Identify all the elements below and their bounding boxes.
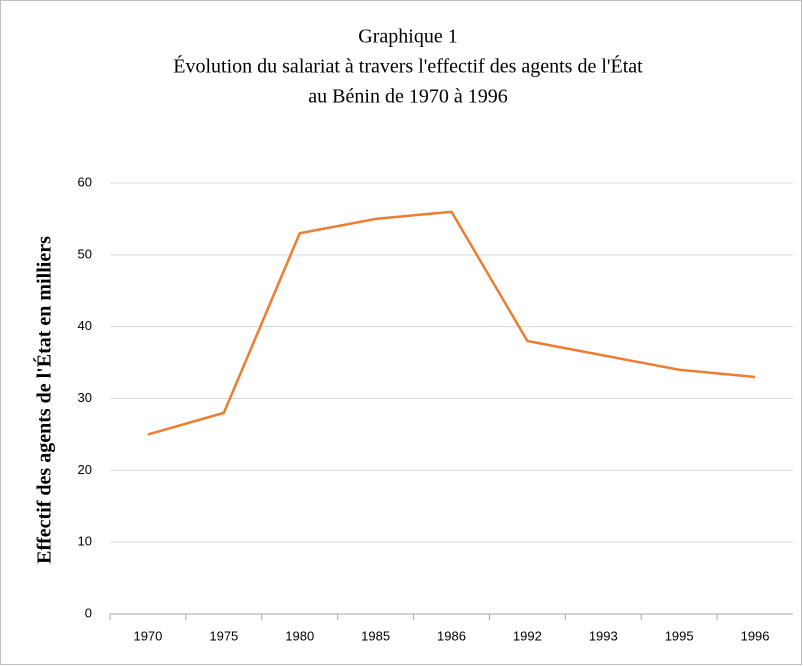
chart-title: Graphique 1 bbox=[358, 26, 457, 48]
line bbox=[147, 210, 756, 436]
y-tick-label: 20 bbox=[78, 462, 92, 477]
y-tick-label: 50 bbox=[78, 246, 92, 261]
x-tick-label: 1980 bbox=[285, 628, 314, 643]
y-tick-label: 60 bbox=[78, 174, 92, 189]
chart-title: au Bénin de 1970 à 1996 bbox=[308, 86, 507, 108]
x-tick-label: 1970 bbox=[133, 628, 162, 643]
x-tick-label: 1995 bbox=[665, 628, 694, 643]
x-tick-label: 1993 bbox=[589, 628, 618, 643]
x-tick-label: 1992 bbox=[513, 628, 542, 643]
y-tick-label: 10 bbox=[78, 534, 92, 549]
y-tick-label: 0 bbox=[85, 605, 92, 620]
x-tick-label: 1996 bbox=[741, 628, 770, 643]
chart-title: Évolution du salariat à travers l'effect… bbox=[173, 55, 643, 78]
y-tick-label: 30 bbox=[78, 390, 92, 405]
y-axis-label: Effectif des agents de l'État en millier… bbox=[33, 236, 56, 564]
y-tick-label: 40 bbox=[78, 318, 92, 333]
x-tick-label: 1975 bbox=[209, 628, 238, 643]
x-tick-label: 1985 bbox=[361, 628, 390, 643]
x-tick-label: 1986 bbox=[437, 628, 466, 643]
